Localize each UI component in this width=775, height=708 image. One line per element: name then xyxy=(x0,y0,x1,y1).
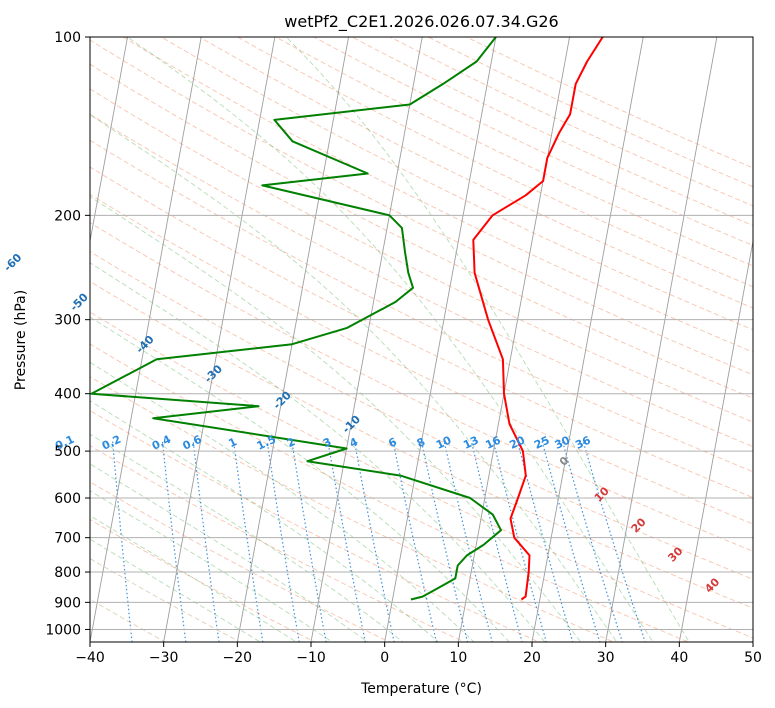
isotherm-line xyxy=(678,238,753,642)
isotherm-line xyxy=(531,37,644,642)
mixing-ratio-line xyxy=(112,440,133,642)
dry-adiabat-line xyxy=(90,166,753,499)
y-axis-label: Pressure (hPa) xyxy=(13,290,29,390)
x-tick-label: 50 xyxy=(744,650,762,666)
mixing-ratio-label: 20 xyxy=(508,433,528,451)
isotherm-line xyxy=(605,37,718,642)
y-tick-label: 1000 xyxy=(45,622,81,638)
isotherm-line xyxy=(457,37,571,642)
mixing-ratio-line xyxy=(492,440,547,642)
mixing-ratio-line xyxy=(232,440,264,642)
x-tick-label: 30 xyxy=(597,650,615,666)
y-tick-label: 600 xyxy=(54,491,81,507)
isotherm-line xyxy=(90,37,202,642)
chart-title: wetPf2_C2E1.2026.026.07.34.G26 xyxy=(284,12,558,32)
x-tick-label: 20 xyxy=(523,650,541,666)
isotherm-line xyxy=(163,37,276,642)
plot-frame xyxy=(89,36,754,643)
y-tick-label: 500 xyxy=(54,444,81,460)
y-tick-label: 100 xyxy=(54,30,81,46)
mixing-ratio-line xyxy=(561,440,624,642)
y-tick-label: 800 xyxy=(54,565,81,581)
y-tick-label: 700 xyxy=(54,531,81,547)
x-tick-label: −10 xyxy=(296,650,326,666)
mixing-ratio-label: 13 xyxy=(461,434,480,452)
y-tick-label: 300 xyxy=(54,313,81,329)
dry-adiabat-line xyxy=(90,376,615,642)
dry-adiabat-line xyxy=(90,445,466,642)
x-tick-label: −40 xyxy=(75,650,105,666)
mixing-ratio-label: 10 xyxy=(434,433,454,451)
x-tick-label: 10 xyxy=(449,650,467,666)
dewpoint-profile-line xyxy=(90,37,502,601)
mixing-ratio-label: 36 xyxy=(573,433,593,451)
dry-adiabat-line xyxy=(90,251,753,580)
x-tick-label: −20 xyxy=(223,650,253,666)
isotherm-line xyxy=(90,37,129,244)
mixing-ratio-label: 16 xyxy=(483,433,503,451)
dry-adiabat-line xyxy=(90,410,540,642)
grid-lines xyxy=(90,37,753,642)
axes: −40 −30 −20 −10 0 10 20 30 40 50 100 200 300 400 500 60… xyxy=(45,30,762,666)
x-tick-label: 0 xyxy=(380,650,389,666)
dry-adiabat-line xyxy=(90,222,753,552)
moist-adiabat-line xyxy=(90,114,618,642)
dry-adiabat-line xyxy=(90,311,753,639)
mixing-ratio-label: 25 xyxy=(532,434,551,452)
isotherm-line xyxy=(384,37,497,642)
mixing-ratio-line xyxy=(192,440,220,642)
x-axis-label: Temperature (°C) xyxy=(360,681,482,697)
mixing-ratio-line xyxy=(443,440,493,642)
temperature-profile-line xyxy=(472,37,604,601)
x-tick-label: 40 xyxy=(670,650,688,666)
x-tick-label: −30 xyxy=(149,650,179,666)
dry-adiabat-line xyxy=(90,558,241,642)
mixing-ratio-line xyxy=(266,440,300,642)
y-tick-label: 400 xyxy=(54,387,81,403)
moist-adiabat-line xyxy=(90,538,262,642)
series-layer xyxy=(90,37,604,601)
dry-adiabat-line xyxy=(90,481,391,642)
mixing-ratio-line xyxy=(516,440,574,642)
isotherm-line xyxy=(310,37,423,642)
mixing-ratio-line xyxy=(161,440,187,642)
y-tick-label: 900 xyxy=(54,595,81,611)
y-tick-label: 200 xyxy=(54,208,81,224)
mixing-ratio-line xyxy=(470,440,523,642)
isotherm-line xyxy=(236,37,350,642)
mixing-ratio-label: 30 xyxy=(553,433,573,451)
mixing-ratio-line xyxy=(541,440,601,642)
